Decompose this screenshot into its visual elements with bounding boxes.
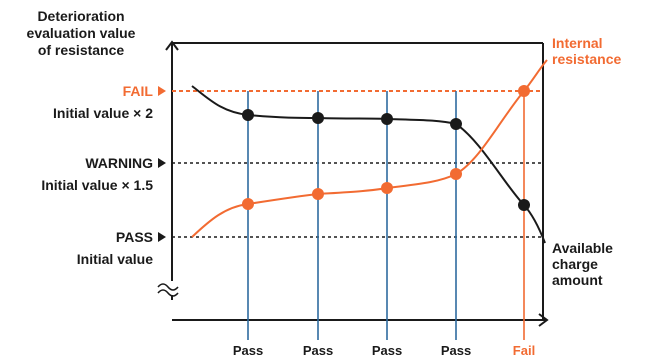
available-charge-label-line-1: Available xyxy=(552,240,613,256)
result-label-5: Fail xyxy=(512,343,536,358)
result-label-2: Pass xyxy=(302,343,334,358)
y-axis-title-line-2: evaluation value xyxy=(26,25,136,41)
x-axis-arrow-icon xyxy=(538,313,549,327)
resistance-point-4 xyxy=(450,168,462,180)
charge-point-1 xyxy=(242,109,254,121)
pass-marker-icon xyxy=(158,232,166,242)
charge-point-5 xyxy=(518,199,530,211)
charge-point-2 xyxy=(312,112,324,124)
available-charge-curve xyxy=(191,85,546,244)
fail-label: FAIL xyxy=(122,83,153,99)
internal-resistance-curve xyxy=(191,59,548,238)
pass-label: PASS xyxy=(115,229,153,245)
y-axis-title-line-3: of resistance xyxy=(37,42,125,58)
axis-break-gap xyxy=(160,281,184,295)
available-charge-label: Available charge amount xyxy=(552,240,613,288)
warning-label: WARNING xyxy=(85,155,153,171)
fail-sublabel: Initial value × 2 xyxy=(53,105,153,121)
resistance-point-5 xyxy=(518,85,530,97)
warning-marker-icon xyxy=(158,158,166,168)
pass-sublabel: Initial value xyxy=(76,251,153,267)
resistance-point-3 xyxy=(381,182,393,194)
warning-sublabel: Initial value × 1.5 xyxy=(41,177,153,193)
resistance-point-1 xyxy=(242,198,254,210)
internal-resistance-label-line-1: Internal xyxy=(552,35,603,51)
internal-resistance-label-line-2: resistance xyxy=(552,51,622,67)
axis-break-icon xyxy=(157,283,179,297)
result-label-1: Pass xyxy=(232,343,264,358)
y-axis-title-line-1: Deterioration xyxy=(37,8,125,24)
result-label-4: Pass xyxy=(440,343,472,358)
result-label-3: Pass xyxy=(371,343,403,358)
charge-point-3 xyxy=(381,113,393,125)
charge-point-4 xyxy=(450,118,462,130)
y-axis-title: Deterioration evaluation value of resist… xyxy=(6,8,156,59)
available-charge-label-line-2: charge xyxy=(552,256,598,272)
fail-marker-icon xyxy=(158,86,166,96)
available-charge-label-line-3: amount xyxy=(552,272,603,288)
internal-resistance-label: Internal resistance xyxy=(552,35,621,67)
resistance-point-2 xyxy=(312,188,324,200)
